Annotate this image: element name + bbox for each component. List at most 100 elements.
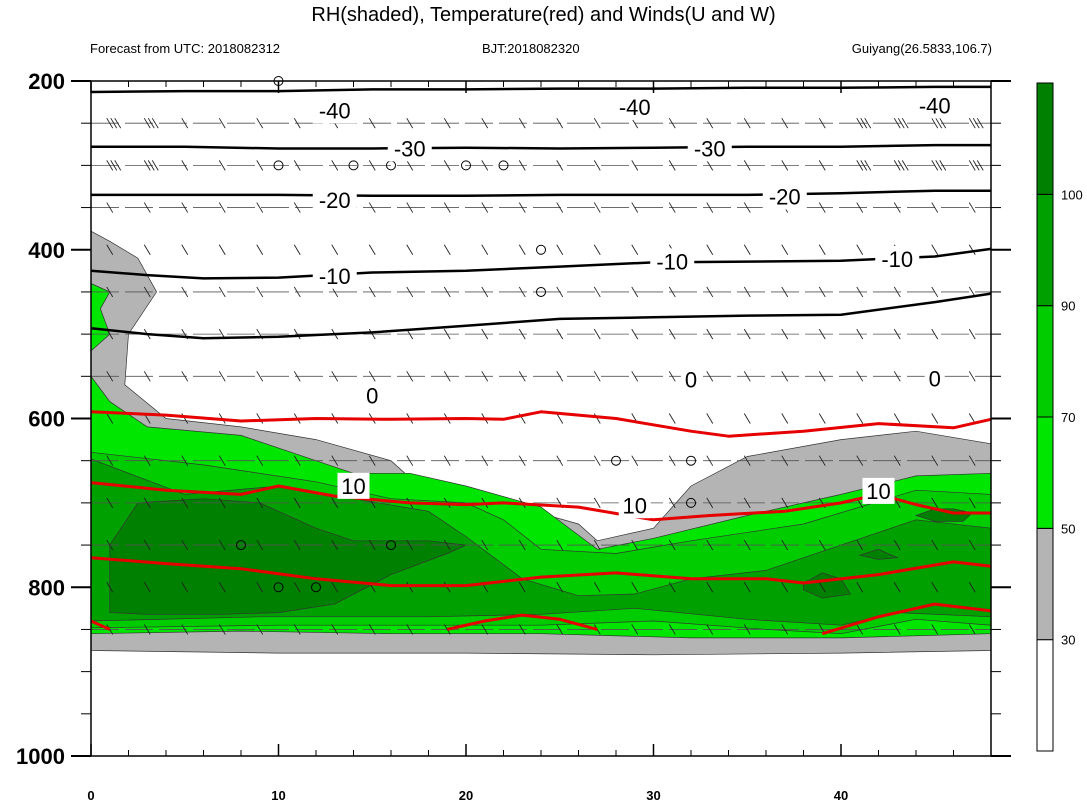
wind-barb: [143, 286, 151, 298]
wind-barb: [631, 328, 639, 340]
wind-barb: [256, 539, 264, 551]
wind-barb: [706, 371, 714, 382]
wind-barb: [818, 328, 826, 340]
contour-label-box: [362, 382, 383, 409]
y-tick-label-800: 800: [28, 575, 65, 600]
colorbar-box-1: [1036, 527, 1054, 641]
calm-marker-13: [686, 455, 696, 466]
wind-barb: [256, 371, 264, 382]
wind-barb: [743, 371, 751, 382]
temperature-contours: [90, 85, 992, 636]
y-tick-label-400: 400: [28, 238, 65, 263]
wind-barb: [893, 328, 901, 340]
wind-barb: [331, 539, 339, 551]
wind-barb: [106, 202, 114, 213]
wind-barb: [143, 117, 151, 129]
contour-label: 10: [623, 493, 647, 518]
contour-label: -40: [919, 93, 951, 118]
wind-barb: [743, 624, 751, 635]
wind-barb: [556, 244, 564, 255]
wind-barb: [443, 202, 451, 213]
wind-barb: [181, 160, 189, 171]
wind-barb: [518, 582, 526, 593]
wind-barb: [968, 455, 976, 466]
wind-barb: [106, 539, 114, 551]
wind-barb: [106, 244, 114, 255]
wind-barb: [706, 624, 714, 635]
wind-barb: [443, 624, 451, 635]
wind-barb: [668, 328, 676, 340]
wind-barb: [893, 582, 901, 593]
wind-barb: [151, 160, 159, 171]
wind-barb: [556, 624, 564, 635]
wind-barb: [256, 455, 264, 466]
wind-barb: [968, 624, 976, 635]
wind-barb: [518, 328, 526, 340]
wind-barb: [706, 539, 714, 551]
wind-barb: [556, 371, 564, 382]
wind-barb: [818, 539, 826, 551]
colorbar: 30 50 70 90 100: [1036, 82, 1083, 752]
temperature-contour--40: [90, 85, 991, 94]
wind-barb: [668, 497, 676, 509]
wind-barb: [856, 371, 864, 382]
wind-barb: [256, 117, 264, 129]
colorbar-box-4: [1036, 193, 1054, 307]
wind-barb: [631, 539, 639, 551]
wind-barb: [818, 286, 826, 298]
wind-barb: [368, 160, 376, 171]
wind-barb: [972, 160, 980, 171]
wind-barb: [481, 539, 489, 551]
wind-barb: [668, 160, 676, 171]
wind-barb: [331, 497, 339, 509]
forecast-subtitle: Forecast from UTC: 2018082312: [90, 41, 281, 56]
contour-label: -10: [656, 249, 688, 274]
wind-barb: [631, 244, 639, 255]
wind-barb: [518, 455, 526, 466]
wind-barb: [668, 582, 676, 593]
temperature-contour-30: [90, 556, 992, 588]
wind-barb: [706, 328, 714, 340]
wind-barb: [706, 117, 714, 129]
wind-barb: [143, 582, 151, 593]
wind-barb: [143, 244, 151, 255]
wind-barb: [481, 244, 489, 255]
wind-barb: [293, 497, 301, 509]
contour-label: -40: [319, 98, 351, 123]
wind-barb: [781, 244, 789, 255]
wind-barb: [256, 413, 264, 424]
wind-barb: [856, 455, 864, 466]
wind-barb: [781, 328, 789, 340]
wind-barb: [893, 202, 901, 213]
wind-barb: [368, 117, 376, 129]
wind-barb: [818, 455, 826, 466]
colorbar-box-3: [1036, 305, 1054, 418]
wind-barb: [976, 160, 984, 171]
wind-barb: [106, 117, 114, 129]
contour-label: -30: [394, 136, 426, 161]
wind-barb: [893, 455, 901, 466]
wind-barb: [781, 371, 789, 382]
wind-barb: [968, 497, 976, 509]
wind-barb: [331, 455, 339, 466]
wind-barb: [218, 117, 226, 129]
wind-barb: [631, 202, 639, 213]
wind-barb: [114, 117, 122, 129]
wind-barb: [706, 582, 714, 593]
wind-barb: [181, 624, 189, 635]
wind-barb: [893, 371, 901, 382]
wind-barb: [293, 286, 301, 298]
wind-barb: [743, 286, 751, 298]
wind-barb: [668, 371, 676, 382]
wind-barb: [368, 286, 376, 298]
contour-label-box: [387, 135, 432, 162]
wind-barb: [781, 624, 789, 635]
contour-label: -40: [619, 95, 651, 120]
colorbar-label-100: 100: [1061, 187, 1083, 202]
wind-barb: [106, 371, 114, 382]
calm-marker-4: [461, 160, 471, 171]
wind-barb: [218, 371, 226, 382]
wind-barb: [931, 160, 939, 171]
